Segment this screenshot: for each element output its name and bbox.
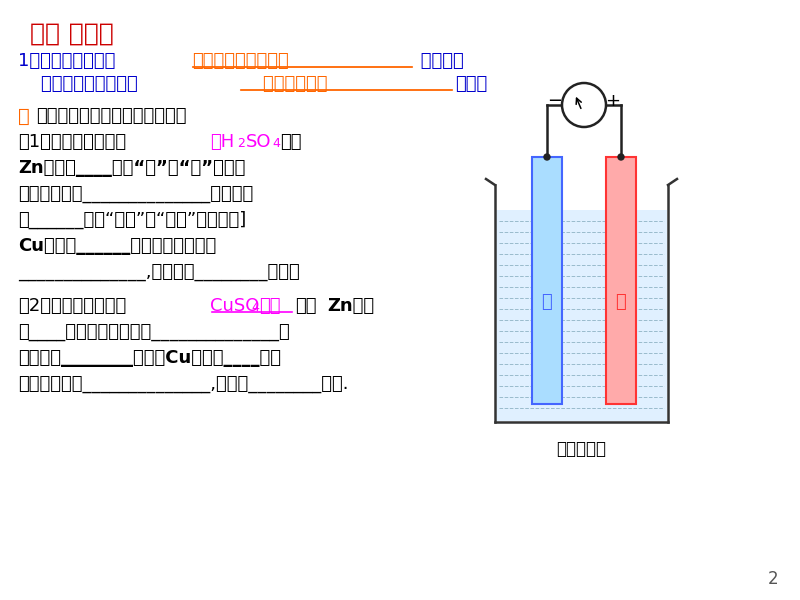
Text: 原电池反应的本质是: 原电池反应的本质是	[18, 75, 138, 93]
Text: 该反应是________反应；Cu电极是____极，: 该反应是________反应；Cu电极是____极，	[18, 349, 281, 367]
Text: 反应。: 反应。	[455, 75, 487, 93]
Text: 是____极，其电极反应为______________，: 是____极，其电极反应为______________，	[18, 323, 290, 341]
Text: Zn电极: Zn电极	[327, 297, 374, 315]
Text: 溶液: 溶液	[259, 297, 281, 315]
Circle shape	[562, 83, 606, 127]
Text: ______________,该反应是________反应。: ______________,该反应是________反应。	[18, 263, 300, 281]
Text: CuSO: CuSO	[210, 297, 259, 315]
Text: 4: 4	[251, 301, 259, 314]
Text: 4: 4	[272, 137, 280, 150]
Text: 将化学能转化为电能: 将化学能转化为电能	[192, 52, 289, 70]
Bar	[606, 157, 636, 404]
Text: 稀H: 稀H	[210, 133, 234, 151]
Text: （1）当电解质溶液为: （1）当电解质溶液为	[18, 133, 126, 151]
Bar	[532, 157, 562, 404]
Text: +: +	[606, 92, 621, 110]
Text: 2: 2	[237, 137, 245, 150]
Circle shape	[544, 154, 550, 160]
Text: −: −	[547, 92, 562, 110]
Text: 的装置。: 的装置。	[415, 52, 464, 70]
Bar	[496, 210, 667, 421]
Text: 1、概念：原电池是: 1、概念：原电池是	[18, 52, 115, 70]
Text: （2）当电解质溶液为: （2）当电解质溶液为	[18, 297, 126, 315]
Text: 2: 2	[767, 570, 778, 588]
Text: Cu电极是______极，其电极反应为: Cu电极是______极，其电极反应为	[18, 237, 216, 255]
Text: 是______（填“氧化”或“还原”，下同）]: 是______（填“氧化”或“还原”，下同）]	[18, 211, 246, 229]
Text: 铜: 铜	[616, 293, 626, 311]
Text: ：如右图所示，组成的原电池：: ：如右图所示，组成的原电池：	[36, 107, 186, 125]
Circle shape	[618, 154, 624, 160]
Text: 时：: 时：	[295, 297, 317, 315]
Text: 其电极反应为______________,该反应________反应.: 其电极反应为______________,该反应________反应.	[18, 375, 349, 393]
Text: Zn电极是____（填“正”或“负”）极，: Zn电极是____（填“正”或“负”）极，	[18, 159, 246, 177]
Text: 其电极反应为______________，该反应: 其电极反应为______________，该反应	[18, 185, 254, 203]
Text: 时：: 时：	[280, 133, 302, 151]
Text: SO: SO	[246, 133, 271, 151]
Text: 氧化还原反应: 氧化还原反应	[240, 75, 350, 93]
Text: 电解质溶液: 电解质溶液	[557, 440, 606, 458]
Text: 一、 原电池: 一、 原电池	[30, 22, 114, 46]
Text: 例: 例	[18, 107, 30, 126]
Text: 锤: 锤	[542, 293, 552, 311]
